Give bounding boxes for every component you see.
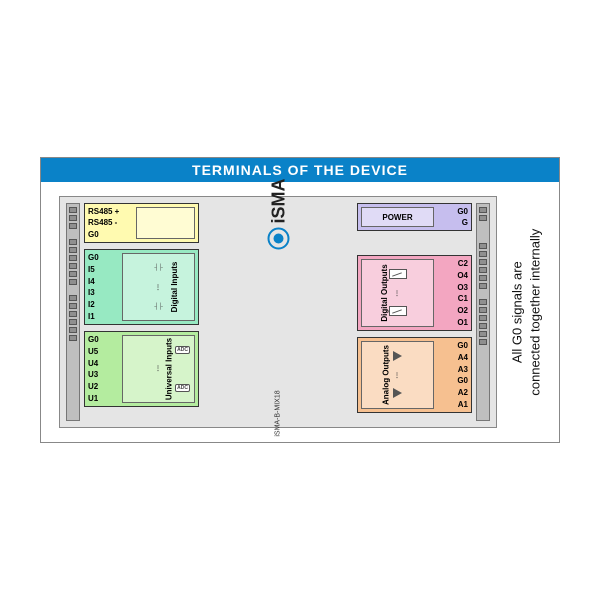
pin-label: O4 [437,270,471,282]
block-title: Digital Outputs [380,264,389,321]
model-label: iSMA-B-MIX18 [274,390,281,436]
side-note: All G0 signals are connected together in… [511,196,541,428]
rs485-label: G0 [85,229,133,240]
relay-icon [389,269,407,279]
power-title: POWER [361,207,434,227]
rs485-label: RS485 + [85,206,133,217]
pin-label: A1 [437,398,471,410]
universal-inputs-block: G0 U5 U4 U3 U2 U1 ADC ⋮ ADC U [84,331,199,407]
center-area: iSMA iSMA-B-MIX18 [203,203,353,421]
pin-label: G0 [437,375,471,387]
block-title: Digital Inputs [170,262,179,313]
pin-label: G0 [437,206,471,217]
pin-label: O1 [437,316,471,328]
pin-label: I2 [85,299,119,311]
pin-label: O3 [437,281,471,293]
pin-label: A4 [437,352,471,364]
pin-label: O2 [437,305,471,317]
sidenote-text: connected together internally [527,229,542,396]
right-terminal-strip [476,203,490,421]
opamp-icon [393,388,402,398]
digital-outputs-block: C2 O4 O3 C1 O2 O1 ⋮ Digital [357,255,472,331]
pin-label: G [437,217,471,228]
pin-label: G0 [437,340,471,352]
pin-label: U5 [85,346,119,358]
pin-label: I1 [85,310,119,322]
digital-inputs-block: G0 I5 I4 I3 I2 I1 ┤├ ⋮ ┤├ Dig [84,249,199,325]
brand-text: iSMA [268,179,289,224]
pin-label: G0 [85,334,119,346]
relay-icon [389,306,407,316]
brand-logo: iSMA [267,179,289,250]
block-title: Universal Inputs [164,338,173,400]
opamp-icon [393,351,402,361]
pin-label: C1 [437,293,471,305]
content-area: RS485 + RS485 - G0 G0 I5 I4 I3 I2 I1 [41,182,559,442]
title-bar: TERMINALS OF THE DEVICE [41,158,559,182]
power-block: G0 G POWER [357,203,472,231]
pin-label: U3 [85,369,119,381]
pin-label: I5 [85,264,119,276]
left-blocks: RS485 + RS485 - G0 G0 I5 I4 I3 I2 I1 [84,203,199,421]
left-terminal-strip [66,203,80,421]
adc-tag: ADC [175,346,190,354]
pin-label: I4 [85,275,119,287]
pin-label: A3 [437,363,471,375]
rs485-block: RS485 + RS485 - G0 [84,203,199,243]
rs485-label: RS485 - [85,217,133,228]
pin-label: G0 [85,252,119,264]
device-diagram-frame: TERMINALS OF THE DEVICE RS485 + RS485 - … [40,157,560,443]
device-module: RS485 + RS485 - G0 G0 I5 I4 I3 I2 I1 [59,196,497,428]
right-blocks: G0 G POWER C2 O4 O3 C1 O2 O1 [357,203,472,421]
pin-label: U1 [85,392,119,404]
pin-label: U4 [85,357,119,369]
block-title: Analog Outputs [382,345,391,405]
pin-label: U2 [85,381,119,393]
adc-tag: ADC [175,384,190,392]
pin-label: C2 [437,258,471,270]
analog-outputs-block: G0 A4 A3 G0 A2 A1 ⋮ Analog [357,337,472,413]
pin-label: A2 [437,387,471,399]
logo-icon [267,228,289,250]
sidenote-text: All G0 signals are [509,261,524,363]
pin-label: I3 [85,287,119,299]
